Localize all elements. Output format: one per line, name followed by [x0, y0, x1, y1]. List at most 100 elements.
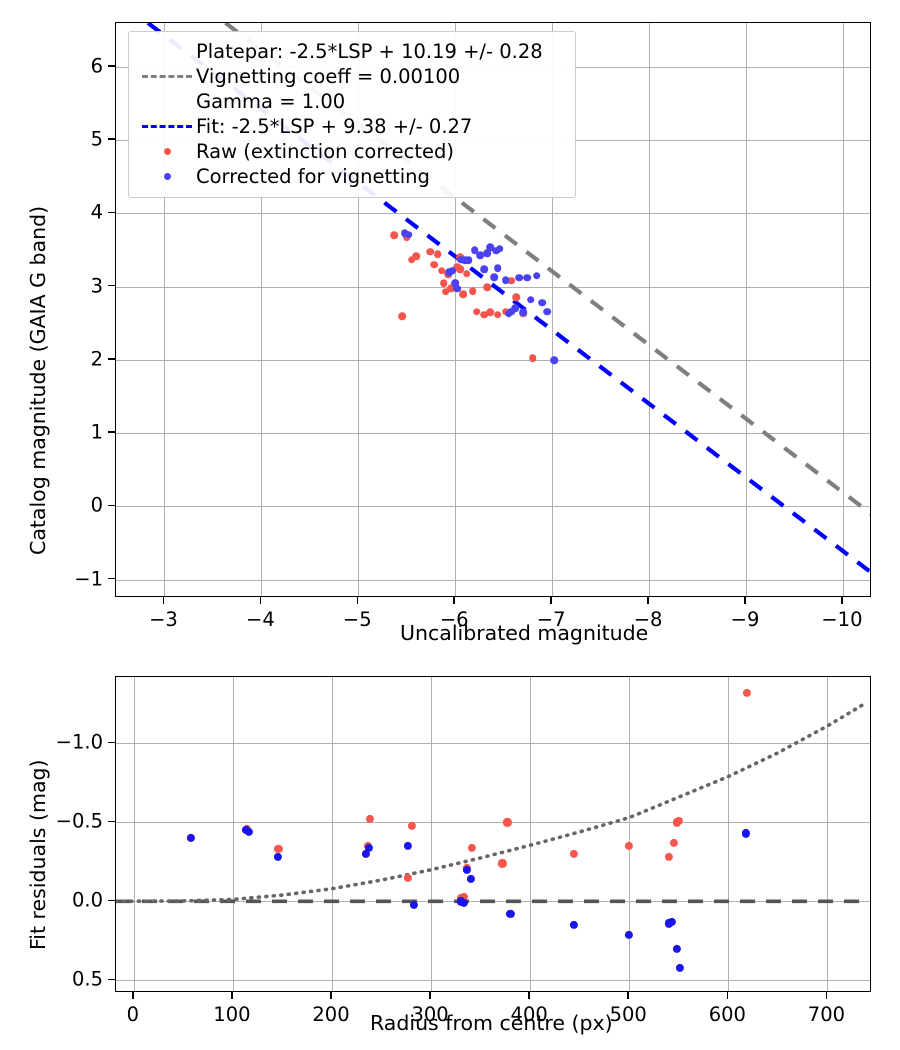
plot-line: [146, 23, 870, 575]
data-point-corrected: [501, 276, 510, 284]
tick-label-y: −0.5: [55, 809, 103, 833]
gridline-horizontal: [116, 213, 870, 215]
data-point-corrected: [742, 829, 751, 838]
panel-photometric-calibration: Catalog magnitude (GAIA G band) Uncalibr…: [26, 22, 871, 645]
legend-key-blue-dot: [138, 173, 196, 180]
data-point-raw: [743, 688, 752, 697]
data-point-raw: [494, 310, 502, 319]
gridline-horizontal: [116, 579, 870, 581]
tick-label-x: 0: [126, 1003, 140, 1026]
data-point-raw: [437, 266, 446, 275]
tick-label-y: 6: [90, 54, 103, 78]
tick-y: [108, 741, 115, 744]
data-point-raw: [503, 818, 512, 827]
data-point-raw: [569, 849, 578, 859]
data-point-corrected: [515, 274, 523, 282]
gridline-horizontal: [116, 822, 870, 824]
gridline-vertical: [133, 677, 135, 991]
gridline-horizontal: [116, 506, 870, 508]
line-overlay: [116, 700, 870, 904]
data-point-corrected: [410, 900, 419, 909]
gridline-vertical: [552, 23, 554, 596]
tick-y: [108, 504, 115, 507]
legend-key-red-dot: [138, 148, 196, 155]
data-point-corrected: [672, 944, 681, 953]
data-point-raw: [433, 250, 442, 259]
axis-label-y-bottom: Fit residuals (mag): [26, 759, 50, 950]
tick-label-x: −6: [439, 608, 469, 631]
blue-dot-icon: [163, 173, 171, 180]
legend-key-gray-dashed: [138, 39, 196, 114]
tick-label-y: 4: [90, 200, 103, 224]
data-point-raw: [664, 853, 673, 862]
data-point-corrected: [404, 230, 413, 239]
tick-label-x: −9: [730, 608, 760, 631]
tick-x: [825, 992, 828, 999]
tick-label-y: 3: [90, 274, 103, 298]
data-point-corrected: [519, 308, 527, 317]
data-point-corrected: [667, 917, 676, 926]
tick-label-y: 0.5: [71, 967, 103, 991]
tick-label-y: −1.0: [55, 730, 103, 754]
blue-dashed-line-icon: [142, 125, 192, 128]
gridline-vertical: [629, 677, 631, 991]
tick-x: [726, 992, 729, 999]
data-point-raw: [441, 288, 450, 296]
data-point-corrected: [364, 843, 373, 852]
data-point-raw: [404, 873, 413, 882]
data-point-raw: [467, 843, 476, 852]
gridline-horizontal: [116, 980, 870, 982]
gridline-vertical: [431, 677, 433, 991]
data-point-corrected: [448, 266, 457, 275]
legend-entry-corrected: Corrected for vignetting: [138, 164, 566, 189]
data-point-raw: [456, 265, 464, 273]
data-point-corrected: [273, 853, 282, 862]
data-point-corrected: [462, 865, 471, 874]
gridline-vertical: [358, 23, 360, 596]
data-point-corrected: [532, 271, 541, 280]
data-point-raw: [390, 231, 398, 240]
data-point-raw: [674, 816, 683, 825]
tick-x: [453, 597, 456, 604]
tick-x: [330, 992, 332, 999]
data-point-corrected: [457, 255, 465, 264]
data-point-raw: [398, 312, 406, 320]
tick-label-x: 700: [807, 1003, 846, 1026]
tick-y: [108, 284, 115, 287]
data-point-corrected: [569, 920, 578, 930]
data-point-raw: [459, 892, 468, 901]
data-point-raw: [365, 815, 374, 824]
gridline-horizontal: [116, 433, 870, 435]
data-point-raw: [498, 859, 507, 868]
tick-x: [356, 597, 359, 604]
tick-label-y: 2: [90, 347, 103, 371]
data-point-corrected: [461, 256, 469, 265]
data-point-raw: [426, 247, 434, 256]
tick-label-x: 300: [411, 1003, 449, 1026]
data-point-raw: [407, 255, 416, 264]
red-dot-icon: [163, 148, 171, 155]
tick-y: [108, 820, 115, 823]
gridline-horizontal: [116, 743, 870, 745]
tick-x: [231, 992, 233, 999]
tick-x: [259, 597, 262, 604]
gridline-vertical: [649, 23, 651, 596]
data-point-raw: [463, 269, 471, 278]
data-point-corrected: [507, 307, 516, 316]
gridline-vertical: [164, 23, 166, 596]
data-point-raw: [408, 821, 417, 830]
data-point-corrected: [494, 264, 502, 273]
data-point-raw: [483, 283, 491, 292]
axis-label-x-top: Uncalibrated magnitude: [400, 621, 649, 645]
tick-label-x: 500: [609, 1003, 647, 1026]
tick-label-x: 200: [312, 1003, 350, 1026]
legend-entry-fit: Fit: -2.5*LSP + 9.38 +/- 0.27: [138, 114, 566, 139]
gridline-vertical: [261, 23, 263, 596]
tick-y: [108, 211, 115, 214]
tick-label-y: −1: [74, 567, 103, 591]
tick-y: [108, 978, 115, 981]
tick-x: [841, 597, 843, 604]
tick-label-x: −5: [342, 608, 372, 631]
tick-label-x: −4: [246, 608, 275, 631]
legend-label-corrected: Corrected for vignetting: [196, 165, 430, 188]
